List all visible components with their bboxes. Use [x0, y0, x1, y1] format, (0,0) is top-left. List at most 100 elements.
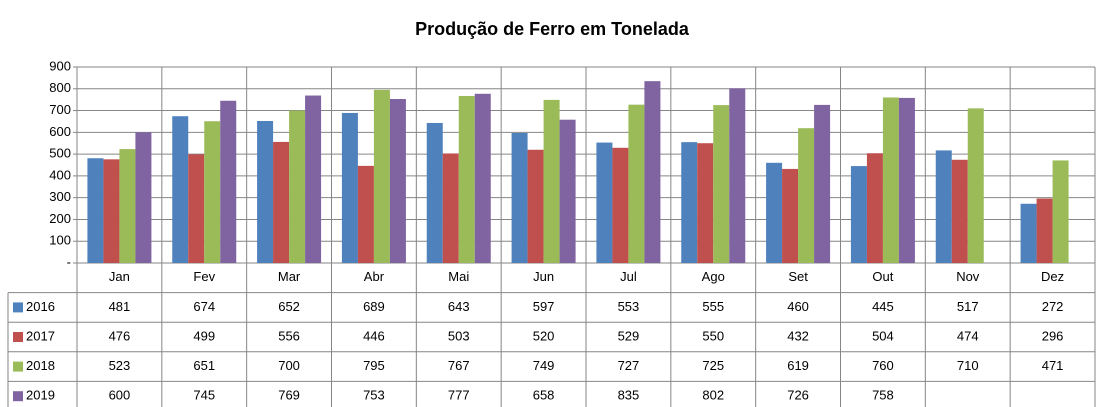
table-value: 432 [787, 328, 809, 343]
legend-label: 2016 [26, 299, 55, 314]
bar [898, 97, 915, 264]
bar [1052, 160, 1069, 263]
table-value: 499 [193, 328, 215, 343]
table-value: 745 [193, 388, 215, 403]
bar [426, 122, 443, 263]
y-tick-label: 800 [49, 80, 71, 95]
table-value: 503 [448, 328, 470, 343]
table-value: 504 [872, 328, 894, 343]
x-tick-label: Nov [956, 269, 980, 284]
bar [305, 95, 322, 263]
table-value: 689 [363, 299, 385, 314]
bar [882, 97, 899, 263]
table-value: 520 [533, 328, 555, 343]
y-tick-label: - [67, 254, 71, 269]
y-tick-label: 100 [49, 233, 71, 248]
bar [289, 110, 306, 263]
table-value: 710 [957, 358, 979, 373]
bar [389, 99, 406, 263]
x-tick-label: Mar [278, 269, 301, 284]
table-value: 760 [872, 358, 894, 373]
bar [766, 162, 783, 263]
table-value: 700 [278, 358, 300, 373]
y-tick-label: 400 [49, 167, 71, 182]
bar [257, 121, 274, 264]
legend-swatch [13, 361, 23, 372]
table-value: 529 [618, 328, 640, 343]
bar [782, 168, 799, 263]
bar [119, 149, 136, 263]
table-value: 767 [448, 358, 470, 373]
bar [697, 143, 714, 263]
table-value: 727 [618, 358, 640, 373]
table-value: 725 [702, 358, 724, 373]
x-tick-label: Dez [1041, 269, 1064, 284]
table-value: 658 [533, 388, 555, 403]
table-value: 619 [787, 358, 809, 373]
legend-label: 2019 [26, 388, 55, 403]
legend-swatch [13, 302, 23, 313]
y-tick-label: 700 [49, 102, 71, 117]
bar [135, 132, 152, 263]
table-value: 446 [363, 328, 385, 343]
y-tick-label: 900 [49, 58, 71, 73]
table-value: 600 [109, 388, 131, 403]
bar [559, 119, 576, 263]
table-value: 795 [363, 358, 385, 373]
table-value: 471 [1042, 358, 1064, 373]
x-tick-label: Set [788, 269, 808, 284]
bar [188, 154, 205, 263]
table-value: 769 [278, 388, 300, 403]
table-value: 726 [787, 388, 809, 403]
bar [474, 93, 491, 263]
x-tick-label: Mai [448, 269, 469, 284]
bar [357, 165, 374, 263]
bar [814, 104, 831, 263]
bar [220, 100, 237, 263]
table-value: 674 [193, 299, 215, 314]
legend-swatch [13, 332, 23, 342]
bar [87, 158, 104, 263]
table-value: 481 [109, 299, 131, 314]
table-value: 753 [363, 388, 385, 403]
table-value: 272 [1042, 299, 1064, 314]
bar [341, 112, 358, 263]
x-tick-label: Ago [702, 269, 725, 284]
table-value: 597 [533, 299, 555, 314]
bar [273, 141, 290, 263]
bar [373, 89, 390, 263]
table-value: 802 [702, 388, 724, 403]
bar [612, 147, 629, 263]
table-value: 777 [448, 388, 470, 403]
x-tick-label: Jun [533, 269, 554, 284]
legend-label: 2017 [26, 328, 55, 343]
x-tick-label: Abr [364, 269, 385, 284]
bar [866, 153, 883, 263]
legend-swatch [13, 391, 23, 402]
table-value: 553 [618, 299, 640, 314]
bar [935, 150, 952, 263]
bar [204, 121, 221, 263]
table-value: 651 [193, 358, 215, 373]
bar [1036, 198, 1053, 263]
table-value: 555 [702, 299, 724, 314]
table-value: 474 [957, 328, 979, 343]
bar [458, 95, 475, 263]
table-value: 517 [957, 299, 979, 314]
bar [681, 142, 698, 263]
bar [442, 153, 459, 263]
y-tick-label: 600 [49, 124, 71, 139]
bar [172, 116, 189, 264]
bar [511, 132, 528, 263]
table-value: 523 [109, 358, 131, 373]
y-tick-label: 200 [49, 211, 71, 226]
table-value: 550 [702, 328, 724, 343]
y-tick-label: 500 [49, 146, 71, 161]
bar [596, 142, 613, 263]
x-tick-label: Out [872, 269, 893, 284]
bar [103, 159, 120, 263]
bar [713, 105, 730, 263]
x-tick-label: Jul [620, 269, 637, 284]
legend-label: 2018 [26, 358, 55, 373]
bar [628, 104, 645, 263]
